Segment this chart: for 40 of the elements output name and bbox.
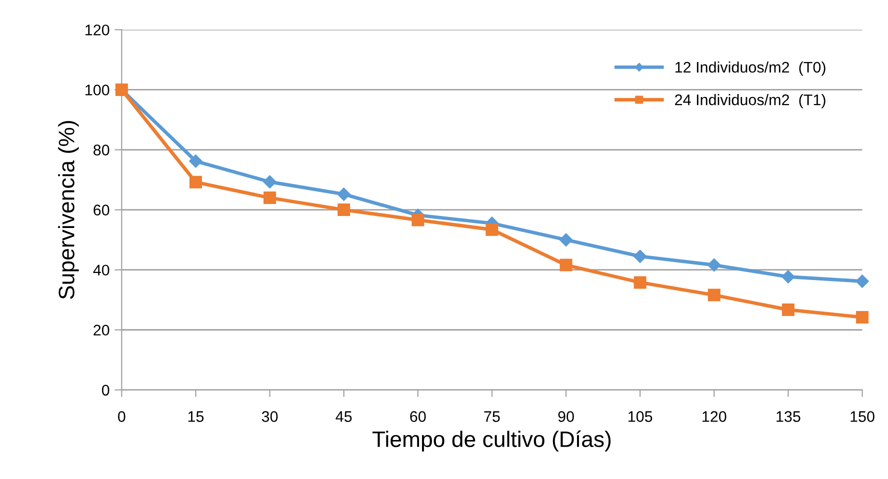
y-tick-label: 100 bbox=[86, 84, 110, 96]
y-tick-label: 80 bbox=[94, 144, 110, 156]
x-tick-label: 150 bbox=[850, 411, 874, 422]
point bbox=[708, 288, 720, 302]
point bbox=[782, 270, 795, 284]
x-axis-title: Tiempo de cultivo (Días) bbox=[372, 430, 611, 452]
point bbox=[337, 188, 350, 201]
point bbox=[856, 274, 869, 288]
point bbox=[708, 258, 721, 272]
y-axis-title: Supervivencia (%) bbox=[58, 121, 79, 299]
point bbox=[264, 192, 276, 204]
x-tick-label: 75 bbox=[484, 411, 500, 422]
legend-label: 12 Individuos/m2 (T0) bbox=[675, 61, 826, 76]
point bbox=[559, 233, 573, 246]
point bbox=[782, 304, 794, 316]
y-tick-label: 120 bbox=[86, 24, 110, 36]
point bbox=[338, 204, 350, 216]
point bbox=[856, 311, 868, 324]
x-tick-label: 135 bbox=[776, 411, 800, 422]
x-tick-label: 15 bbox=[188, 411, 204, 422]
point bbox=[189, 176, 202, 188]
x-tick-label: 90 bbox=[558, 411, 574, 422]
x-tick-label: 60 bbox=[410, 411, 426, 422]
point bbox=[633, 250, 647, 263]
point bbox=[189, 154, 202, 168]
point bbox=[560, 258, 572, 272]
y-tick-label: 0 bbox=[102, 384, 110, 396]
point bbox=[486, 223, 498, 236]
legend-label: 24 Individuos/m2 (T1) bbox=[675, 94, 826, 108]
point bbox=[263, 175, 276, 188]
x-tick-label: 0 bbox=[118, 411, 126, 422]
x-tick-label: 30 bbox=[262, 411, 278, 422]
x-tick-label: 105 bbox=[628, 411, 652, 422]
point bbox=[412, 214, 424, 226]
x-tick-label: 120 bbox=[702, 411, 726, 422]
y-tick-label: 60 bbox=[94, 204, 110, 216]
point bbox=[634, 276, 646, 289]
x-tick-label: 45 bbox=[336, 411, 352, 422]
y-tick-label: 40 bbox=[93, 264, 110, 276]
y-tick-label: 20 bbox=[94, 324, 110, 336]
